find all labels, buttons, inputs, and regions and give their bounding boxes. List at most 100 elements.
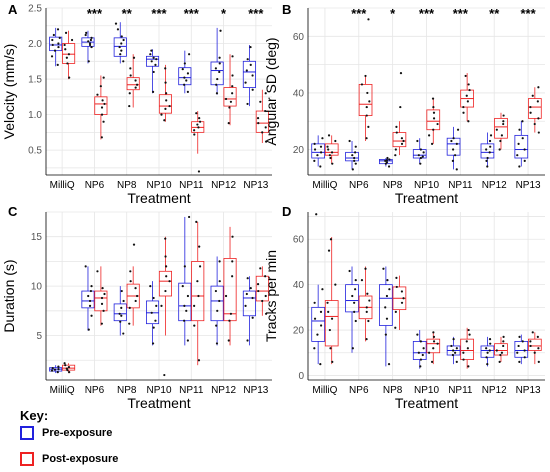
data-point xyxy=(132,243,136,246)
data-point xyxy=(65,367,68,370)
data-point xyxy=(467,328,470,332)
data-point xyxy=(100,106,104,109)
data-point xyxy=(160,113,163,116)
data-point xyxy=(88,299,92,303)
data-point xyxy=(529,111,532,114)
box-iqr xyxy=(242,60,256,88)
box-pre-exposure xyxy=(113,286,127,336)
data-point xyxy=(87,328,90,331)
data-point xyxy=(195,220,198,223)
data-point xyxy=(183,265,186,268)
data-point xyxy=(128,306,131,309)
data-point xyxy=(366,292,369,295)
panel-letter: C xyxy=(8,204,18,219)
data-point xyxy=(231,275,234,278)
data-point xyxy=(186,90,189,93)
data-point xyxy=(215,83,218,86)
data-point xyxy=(517,142,520,145)
box-iqr xyxy=(210,61,224,86)
data-point xyxy=(186,294,190,298)
box-iqr xyxy=(126,77,140,91)
data-point xyxy=(330,317,334,320)
data-point xyxy=(368,299,371,302)
data-point xyxy=(523,349,526,352)
box-pre-exposure xyxy=(379,156,393,168)
box-pre-exposure xyxy=(379,266,393,367)
data-point xyxy=(152,56,155,59)
data-point xyxy=(68,76,71,79)
data-point xyxy=(353,310,356,313)
data-point xyxy=(467,83,470,86)
data-point xyxy=(384,333,387,336)
data-point xyxy=(417,351,420,354)
data-point xyxy=(168,104,171,108)
x-tick-label: MilliQ xyxy=(312,180,337,191)
data-point xyxy=(489,134,493,137)
data-point xyxy=(135,83,139,86)
data-point xyxy=(321,288,324,291)
data-point xyxy=(224,97,228,101)
significance-label: *** xyxy=(351,6,367,21)
box-post-exposure xyxy=(426,97,441,145)
y-tick-label: 0.5 xyxy=(28,146,42,157)
data-point xyxy=(52,33,55,37)
data-point xyxy=(245,292,248,296)
data-point xyxy=(468,333,471,336)
data-point xyxy=(122,332,125,335)
significance-label: *** xyxy=(87,6,103,21)
data-point xyxy=(485,356,488,359)
data-point xyxy=(354,279,357,282)
data-point xyxy=(329,156,332,160)
data-point xyxy=(193,324,196,327)
box-pre-exposure xyxy=(480,132,495,168)
data-point xyxy=(50,55,54,58)
data-point xyxy=(134,299,137,303)
box-post-exposure xyxy=(494,335,508,363)
data-point xyxy=(334,139,337,143)
data-point xyxy=(436,342,439,345)
data-point xyxy=(499,353,502,357)
box-post-exposure xyxy=(324,236,339,365)
x-tick-label: NP6 xyxy=(349,180,369,191)
data-point xyxy=(395,276,398,279)
data-point xyxy=(455,168,458,171)
data-point xyxy=(244,304,247,307)
data-point xyxy=(128,104,131,108)
data-point xyxy=(485,148,488,151)
data-point xyxy=(354,288,357,291)
data-point xyxy=(165,99,168,102)
data-point xyxy=(64,31,68,34)
data-point xyxy=(186,72,190,75)
data-point xyxy=(56,370,59,374)
data-point xyxy=(65,56,68,59)
box-post-exposure xyxy=(494,112,508,151)
data-point xyxy=(185,309,188,312)
data-point xyxy=(353,156,356,160)
x-tick-label: NP10 xyxy=(414,180,439,191)
data-point xyxy=(385,317,389,320)
x-tick-label: MilliQ xyxy=(50,385,75,396)
key-title: Key: xyxy=(20,408,49,423)
data-point xyxy=(215,342,219,345)
box-iqr xyxy=(480,345,495,358)
box-pre-exposure xyxy=(446,336,461,365)
data-point xyxy=(395,131,398,134)
data-point xyxy=(251,296,254,300)
box-pre-exposure xyxy=(242,44,256,107)
box-pre-exposure xyxy=(113,22,127,64)
y-tick-label: 1.5 xyxy=(28,75,42,86)
data-point xyxy=(122,60,125,63)
data-point xyxy=(188,53,191,56)
data-point xyxy=(231,235,234,238)
data-point xyxy=(313,301,316,304)
panel-d: D 0 20 40 60 MilliQ NP6 NP8 NP10 NP11 NP12 NP13 Trea… xyxy=(263,204,545,411)
panel-c: C 5 10 15 MilliQ NP6 NP8 NP10 NP11 NP12 NP13 Treatm… xyxy=(1,204,272,411)
box-post-exposure xyxy=(94,75,108,140)
data-point xyxy=(451,159,454,162)
box-iqr xyxy=(113,37,127,57)
data-point xyxy=(319,145,323,148)
significance-label: * xyxy=(390,6,396,21)
data-point xyxy=(134,86,137,89)
data-point xyxy=(500,351,504,354)
data-point xyxy=(467,365,470,368)
